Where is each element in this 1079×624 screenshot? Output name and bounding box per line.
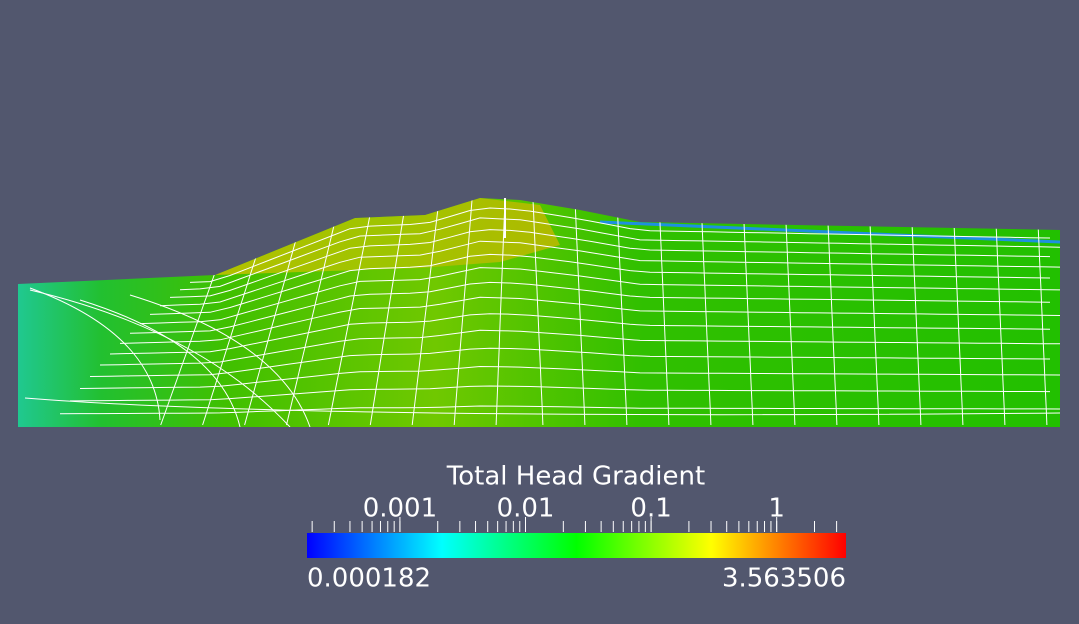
range-max-label: 3.563506 — [722, 564, 846, 594]
equipotential-line — [826, 199, 838, 426]
flow-line — [59, 405, 1060, 415]
equipotential-line — [868, 199, 880, 426]
flow-line — [159, 240, 1060, 307]
equipotential-line — [453, 199, 473, 426]
equipotential-line — [658, 199, 670, 426]
flow-line — [189, 207, 1051, 283]
tick-label: 0.1 — [630, 494, 671, 524]
flow-line — [119, 296, 1060, 344]
equipotential-line — [910, 199, 922, 426]
color-bar-ticks — [311, 517, 838, 532]
flow-line — [89, 347, 1051, 377]
equipotential-line — [79, 299, 241, 427]
flow-line — [169, 229, 1051, 298]
equipotential-line — [616, 199, 628, 426]
flow-line — [149, 253, 1051, 315]
equipotential-line — [327, 199, 374, 426]
tick-label: 0.01 — [497, 494, 555, 524]
model-domain — [18, 198, 1060, 427]
color-bar — [307, 533, 846, 558]
equipotential-line — [574, 199, 586, 426]
equipotential-line — [784, 199, 796, 426]
flow-line — [129, 281, 1051, 334]
equipotential-line — [411, 199, 440, 426]
equipotential-line — [952, 199, 964, 426]
phreatic-line — [599, 220, 1060, 244]
flow-line — [139, 267, 1060, 325]
flow-line — [24, 397, 1060, 416]
flow-line — [69, 385, 1051, 402]
range-min-label: 0.000182 — [307, 564, 431, 594]
flow-line — [29, 289, 291, 427]
tick-label: 0.001 — [363, 494, 437, 524]
tick-label: 1 — [768, 494, 785, 524]
equipotential-line — [286, 199, 341, 426]
equipotential-line — [1036, 199, 1048, 426]
flow-line — [79, 365, 1060, 389]
equipotential-line — [994, 199, 1006, 426]
equipotential-line — [742, 199, 754, 426]
equipotential-line — [369, 199, 407, 426]
equipotential-line — [495, 199, 506, 426]
equipotential-line — [532, 199, 544, 426]
equipotential-line — [29, 287, 161, 421]
legend-title: Total Head Gradient — [446, 462, 705, 492]
flow-line — [99, 329, 1060, 366]
flow-net — [24, 199, 1060, 427]
equipotential-line — [700, 199, 712, 426]
equipotential-line — [129, 294, 311, 427]
